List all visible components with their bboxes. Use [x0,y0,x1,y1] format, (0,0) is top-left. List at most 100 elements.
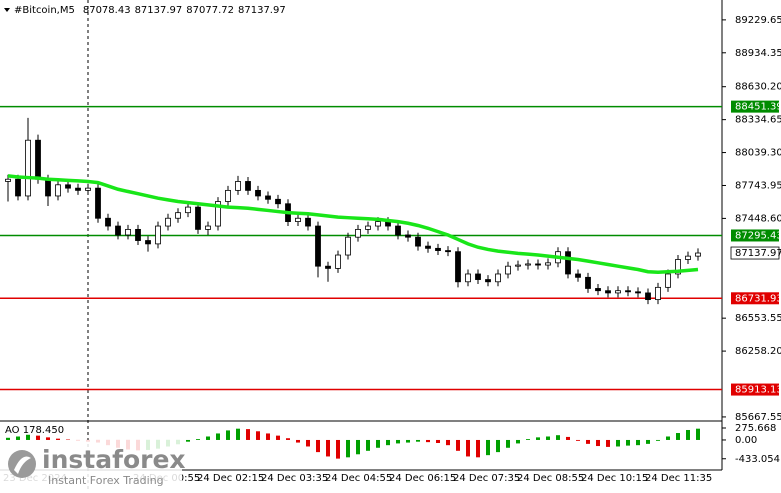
x-tick-label: 24 Dec 11:35 [645,473,712,484]
ao-bar [446,439,450,446]
ao-bar [276,435,280,440]
ao-bar [186,439,190,442]
candle-body [505,265,511,275]
candle-body [575,273,581,278]
y-tick-label: 87448.60 [735,213,781,224]
candle-body [145,240,151,245]
candle-body [35,139,41,180]
symbol-title: #Bitcoin,M5 [14,5,75,16]
candle-body [185,206,191,214]
ao-bar [56,438,60,440]
ao-bar [696,428,700,440]
candle-body [455,251,461,283]
candle-body [5,178,11,182]
y-tick-label: 86258.20 [735,346,781,357]
ao-bar [636,439,640,446]
ao-bar [596,439,600,447]
indicator-label: AO 178.450 [5,425,64,436]
x-tick-label: 24 Dec 08:55 [517,473,584,484]
candle-body [135,228,141,241]
ao-bar [16,436,20,440]
ao-bar [236,428,240,440]
candle-body [595,288,601,292]
candle-body [395,225,401,236]
ao-bar [306,439,310,447]
candle-body [265,195,271,200]
level-label: 86731.93 [735,293,781,304]
candle-body [255,189,261,197]
ao-bar [476,439,480,458]
ao-bar [226,430,230,440]
x-tick-label: 24 Dec 02:15 [197,473,264,484]
ao-bar [676,433,680,440]
ao-bar [436,439,440,444]
candle-body [485,279,491,283]
candle-body [655,286,661,301]
level-label-box [731,383,779,396]
y-tick-label: 85667.55 [735,412,781,423]
level-label-box [731,292,779,305]
candle-body [415,236,421,247]
ao-bar [426,439,430,443]
x-tick-label: 24 Dec 06:15 [389,473,456,484]
candle-body [25,139,31,197]
ao-bar [356,439,360,455]
candle-body [355,228,361,238]
ao-bar [6,437,10,440]
ao-bar [556,435,560,440]
ao-bar [316,439,320,453]
y-tick-label: 88334.65 [735,115,781,126]
ao-bar [606,439,610,447]
candle-body [165,217,171,227]
ao-bar [336,439,340,459]
level-label-box [731,100,779,113]
ao-bar [516,439,520,444]
ao-bar [396,439,400,444]
ao-bar [546,436,550,440]
candle-body [405,234,411,238]
candle-body [445,250,451,253]
candle-body [435,247,441,251]
ao-bar [386,439,390,446]
ao-bar [626,439,630,446]
ao-bar [616,439,620,447]
x-tick-label: 24 Dec 03:35 [261,473,328,484]
ao-bar [206,436,210,440]
candle-body [235,181,241,191]
candle-body [195,206,201,230]
ao-bar [366,439,370,451]
candle-body [315,225,321,267]
ao-bar [666,436,670,440]
candle-body [675,259,681,275]
y-tick-label: 89229.65 [735,15,781,26]
candle-body [155,225,161,245]
ao-bar [286,438,290,440]
menu-arrow[interactable] [4,8,10,12]
candle-body [545,262,551,266]
ao-bar [576,439,580,441]
ao-bar [416,439,420,442]
ao-bar [266,433,270,440]
level-label-box [731,229,779,242]
candle-body [75,187,81,191]
ao-bar [526,439,530,440]
indicator-tick-label: 275.668 [735,423,776,434]
indicator-tick-label: -433.054 [735,454,780,465]
ao-bar [36,435,40,440]
watermark-logo-mark [14,456,31,474]
level-label: 85913.13 [735,385,781,396]
ao-bar [486,439,490,456]
candle-body [695,252,701,257]
candle-body [115,225,121,236]
y-tick-label: 88934.35 [735,48,781,59]
candle-body [225,189,231,202]
y-tick-label: 86553.55 [735,313,781,324]
candle-body [65,184,71,189]
ao-bar [406,439,410,443]
candle-body [665,273,671,288]
x-tick-label: 24 Dec 07:35 [453,473,520,484]
candle-body [105,217,111,227]
ao-bar [566,436,570,440]
watermark-brand: instaforex [42,445,186,474]
ao-bar [646,439,650,444]
